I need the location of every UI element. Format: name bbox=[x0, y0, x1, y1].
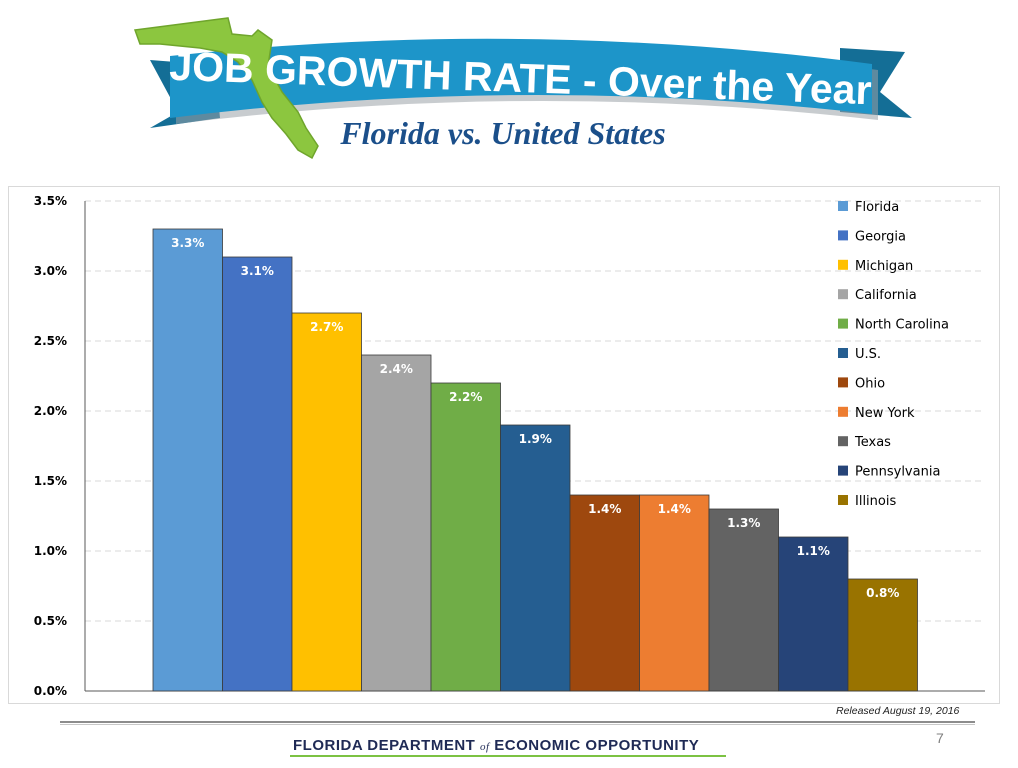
bar-value-label: 1.4% bbox=[658, 502, 691, 516]
y-tick-label: 3.0% bbox=[34, 264, 67, 278]
legend-label: Illinois bbox=[855, 494, 896, 509]
title-banner: JOB GROWTH RATE - Over the Year Florida … bbox=[133, 17, 912, 160]
bar bbox=[639, 494, 710, 692]
footer-divider bbox=[60, 721, 975, 723]
legend-label: North Carolina bbox=[855, 318, 949, 333]
page-number: 7 bbox=[936, 730, 944, 746]
legend-swatch bbox=[838, 465, 848, 476]
bar-value-label: 2.4% bbox=[380, 362, 413, 376]
bar-value-label: 1.9% bbox=[519, 432, 552, 446]
y-tick-label: 2.5% bbox=[34, 334, 67, 348]
legend-label: U.S. bbox=[855, 347, 881, 362]
y-tick-label: 3.5% bbox=[34, 194, 67, 208]
ribbon bbox=[170, 38, 872, 118]
legend-swatch bbox=[838, 495, 848, 505]
bar bbox=[500, 424, 571, 692]
legend-label: Michigan bbox=[855, 259, 913, 274]
bar-value-label: 1.1% bbox=[797, 544, 830, 558]
legend-swatch bbox=[838, 377, 848, 388]
dept-name-part1: FLORIDA DEPARTMENT bbox=[293, 737, 476, 754]
dept-underline bbox=[290, 755, 726, 757]
dept-name-of: of bbox=[480, 741, 490, 753]
bar-value-label: 3.3% bbox=[171, 236, 204, 250]
legend-label: Ohio bbox=[855, 376, 885, 391]
legend-label: Texas bbox=[854, 435, 891, 450]
bar bbox=[569, 494, 640, 692]
bar bbox=[847, 578, 918, 692]
legend-swatch bbox=[838, 406, 848, 417]
legend-swatch bbox=[838, 230, 848, 241]
legend-label: New York bbox=[855, 406, 915, 421]
bar-value-label: 0.8% bbox=[866, 586, 899, 600]
legend-swatch bbox=[838, 348, 848, 358]
legend-swatch bbox=[838, 201, 848, 211]
department-name: FLORIDA DEPARTMENT of ECONOMIC OPPORTUNI… bbox=[293, 737, 699, 754]
bar-value-label: 3.1% bbox=[241, 264, 274, 278]
legend-swatch bbox=[838, 436, 848, 447]
y-tick-label: 2.0% bbox=[34, 404, 67, 418]
legend-label: Florida bbox=[855, 200, 899, 215]
bar-chart: 0.0% 0.5% 1.0% 1.5% 2.0% 2.5% 3.0% 3.5% 3.3% 3.1%… bbox=[34, 194, 985, 698]
chart-frame: 0.0% 0.5% 1.0% 1.5% 2.0% 2.5% 3.0% 3.5% 3.3% 3.1%… bbox=[8, 186, 1000, 704]
bar bbox=[222, 256, 293, 692]
y-tick-label: 0.5% bbox=[34, 614, 67, 628]
bar bbox=[430, 382, 501, 692]
legend-label: Pennsylvania bbox=[855, 465, 940, 480]
florida-map-icon bbox=[133, 17, 319, 160]
bar bbox=[708, 508, 779, 692]
bar-value-label: 1.3% bbox=[727, 516, 760, 530]
bar-value-label: 1.4% bbox=[588, 502, 621, 516]
bar-value-label: 2.2% bbox=[449, 390, 482, 404]
bar bbox=[361, 354, 432, 692]
y-tick-label: 0.0% bbox=[34, 684, 67, 698]
legend-label: California bbox=[855, 288, 917, 303]
y-tick-label: 1.5% bbox=[34, 474, 67, 488]
dept-name-part2: ECONOMIC OPPORTUNITY bbox=[494, 737, 700, 754]
bar bbox=[291, 312, 362, 692]
banner-subtitle: Florida vs. United States bbox=[339, 115, 665, 151]
legend-swatch bbox=[838, 289, 848, 300]
footer-divider-thin bbox=[60, 724, 975, 725]
y-tick-label: 1.0% bbox=[34, 544, 67, 558]
bar bbox=[152, 228, 223, 692]
bar-value-label: 2.7% bbox=[310, 320, 343, 334]
legend-label: Georgia bbox=[855, 229, 906, 244]
release-date: Released August 19, 2016 bbox=[836, 705, 960, 717]
legend-swatch bbox=[838, 318, 848, 329]
bar bbox=[778, 536, 849, 692]
legend-swatch bbox=[838, 259, 848, 270]
